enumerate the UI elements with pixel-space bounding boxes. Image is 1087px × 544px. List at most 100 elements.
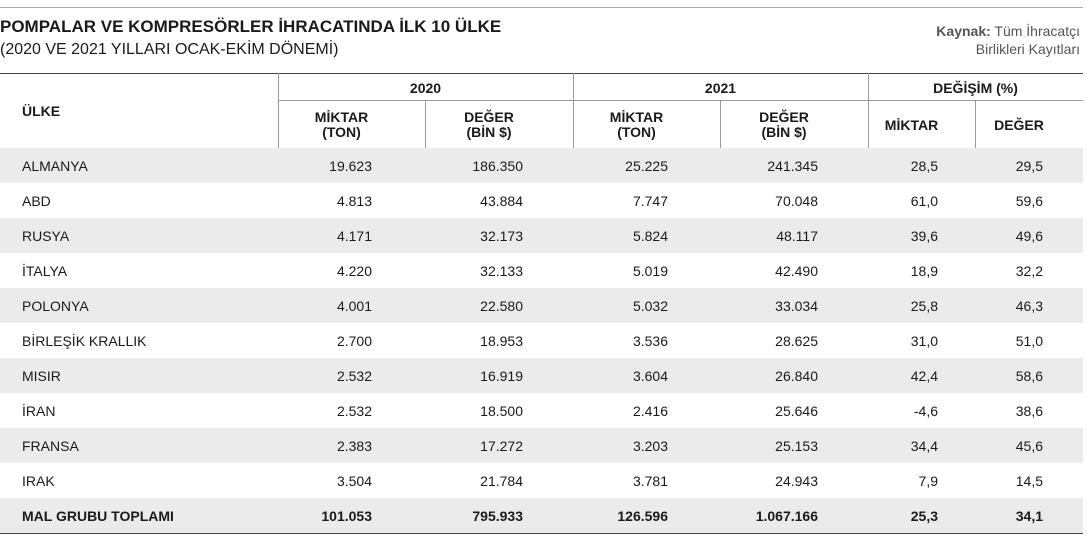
source-label: Kaynak: — [936, 23, 991, 39]
group-header: 2020 — [409, 80, 442, 96]
top-rule — [0, 7, 1083, 8]
country: MISIR — [22, 368, 61, 384]
cell: 186.350 — [472, 158, 523, 174]
cell: 1.067.166 — [755, 508, 818, 524]
cell: 61,0 — [910, 193, 938, 209]
cell: 31,0 — [910, 333, 938, 349]
sub-header: (BİN $) — [761, 124, 807, 140]
sub-header: (BİN $) — [466, 124, 512, 140]
cell: 795.933 — [472, 508, 523, 524]
sub-divider — [425, 100, 426, 148]
cell: 43.884 — [480, 193, 523, 209]
cell: 18.953 — [480, 333, 523, 349]
country: BİRLEŞİK KRALLIK — [22, 333, 147, 349]
cell: 2.416 — [632, 403, 668, 419]
sub-header: MİKTAR — [884, 117, 939, 133]
country: POLONYA — [22, 298, 89, 314]
cell: 4.220 — [336, 263, 372, 279]
sub-header: (TON) — [322, 124, 361, 140]
cell: 3.536 — [632, 333, 668, 349]
cell: 28,5 — [910, 158, 938, 174]
row-shade — [0, 358, 1083, 393]
row-shade — [0, 218, 1083, 253]
cell: 2.383 — [336, 438, 372, 454]
sub-header: DEĞER — [464, 109, 514, 125]
cell: 18,9 — [910, 263, 938, 279]
cell: 32.173 — [480, 228, 523, 244]
cell: 14,5 — [1015, 473, 1043, 489]
cell: 4.813 — [336, 193, 372, 209]
cell: 5.019 — [632, 263, 668, 279]
country: ABD — [22, 193, 51, 209]
sub-header: (TON) — [617, 124, 656, 140]
sub-divider — [720, 100, 721, 148]
cell: 46,3 — [1015, 298, 1043, 314]
cell: 42,4 — [910, 368, 938, 384]
cell: 25.646 — [775, 403, 818, 419]
cell: 28.625 — [775, 333, 818, 349]
cell: 59,6 — [1015, 193, 1043, 209]
cell: 34,1 — [1015, 508, 1043, 524]
bottom-rule — [0, 533, 1083, 534]
cell: 58,6 — [1015, 368, 1043, 384]
country: İRAN — [22, 403, 56, 419]
cell: 42.490 — [775, 263, 818, 279]
cell: 38,6 — [1015, 403, 1043, 419]
cell: 3.203 — [632, 438, 668, 454]
cell: 126.596 — [617, 508, 668, 524]
cell: 2.532 — [336, 368, 372, 384]
cell: 26.840 — [775, 368, 818, 384]
cell: 5.032 — [632, 298, 668, 314]
cell: 51,0 — [1015, 333, 1043, 349]
cell: 3.604 — [632, 368, 668, 384]
group-header: DEĞİŞİM (%) — [933, 80, 1018, 96]
title: POMPALAR VE KOMPRESÖRLER İHRACATINDA İLK… — [0, 17, 502, 36]
country: ALMANYA — [22, 158, 88, 174]
row-shade — [0, 148, 1083, 183]
row-shade — [0, 428, 1083, 463]
cell: 21.784 — [480, 473, 523, 489]
cell: 19.623 — [329, 158, 372, 174]
cell: 25,8 — [910, 298, 938, 314]
source: Kaynak: Tüm İhracatçı Birlikleri Kayıtla… — [936, 22, 1080, 58]
cell: 18.500 — [480, 403, 523, 419]
sub-header: MİKTAR — [609, 109, 664, 125]
group-divider — [573, 73, 574, 148]
group-rule — [278, 100, 1083, 101]
group-divider — [278, 73, 279, 148]
cell: 22.580 — [480, 298, 523, 314]
cell: 241.345 — [767, 158, 818, 174]
cell: 25.153 — [775, 438, 818, 454]
cell: 7.747 — [632, 193, 668, 209]
subtitle: (2020 VE 2021 YILLARI OCAK-EKİM DÖNEMİ) — [0, 41, 339, 58]
cell: 2.700 — [336, 333, 372, 349]
country: FRANSA — [22, 438, 79, 454]
header-rule — [0, 73, 1083, 74]
cell: 70.048 — [775, 193, 818, 209]
cell: 4.001 — [336, 298, 372, 314]
cell: 32.133 — [480, 263, 523, 279]
group-divider — [868, 73, 869, 148]
cell: 29,5 — [1015, 158, 1043, 174]
country: MAL GRUBU TOPLAMI — [22, 508, 174, 524]
cell: 33.034 — [775, 298, 818, 314]
cell: 49,6 — [1015, 228, 1043, 244]
cell: 48.117 — [776, 228, 818, 244]
country: IRAK — [22, 473, 55, 489]
cell: 7,9 — [918, 473, 938, 489]
country: İTALYA — [22, 263, 68, 279]
group-header: 2021 — [704, 80, 737, 96]
country: RUSYA — [22, 228, 70, 244]
cell: 45,6 — [1015, 438, 1043, 454]
cell: 4.171 — [336, 228, 372, 244]
cell: 24.943 — [775, 473, 818, 489]
column-header: ÜLKE — [22, 103, 61, 119]
cell: -4,6 — [913, 403, 938, 419]
cell: 17.272 — [480, 438, 523, 454]
sub-header: MİKTAR — [314, 109, 369, 125]
sub-divider — [975, 100, 976, 148]
source-line: Birlikleri Kayıtları — [975, 41, 1080, 57]
cell: 3.504 — [336, 473, 372, 489]
row-shade — [0, 288, 1083, 323]
